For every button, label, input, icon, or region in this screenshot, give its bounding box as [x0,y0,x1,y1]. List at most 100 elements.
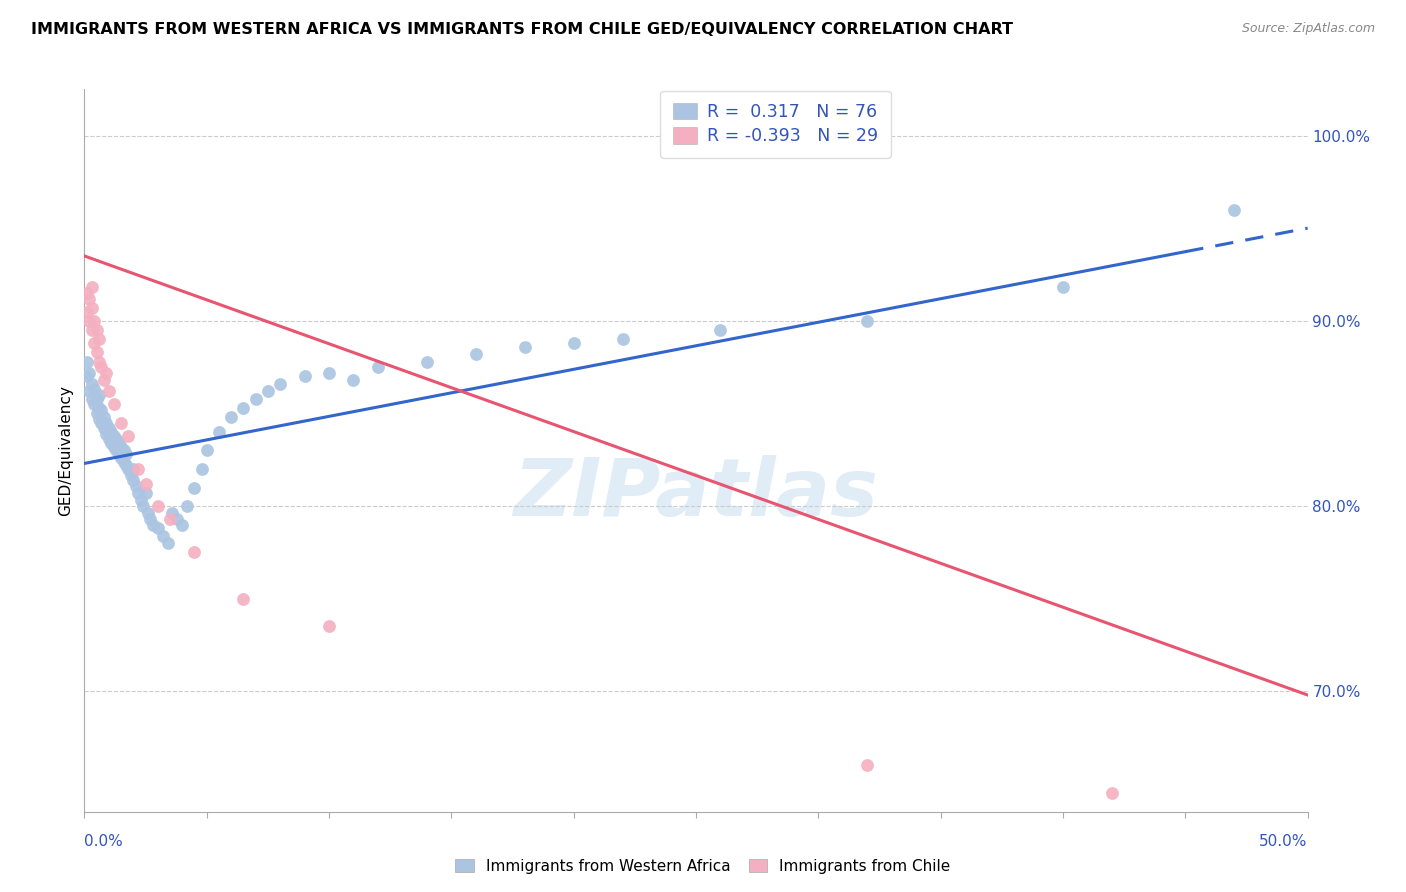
Point [139,512,162,526]
Point [176,499,198,513]
Point [146,499,169,513]
Point [93,373,115,387]
Point [1052,280,1074,294]
Point [129,493,152,508]
Point [90,360,112,375]
Point [195,443,218,458]
Point [87,412,110,426]
Point [76,285,98,300]
Point [115,458,138,473]
Point [135,486,157,500]
Point [464,347,486,361]
Point [77,292,100,306]
Point [709,323,731,337]
Point [152,529,174,543]
Point [191,462,214,476]
Point [103,440,125,454]
Point [159,512,181,526]
Point [856,758,879,772]
Point [90,416,112,430]
Point [76,354,98,368]
Point [103,428,125,442]
Point [110,450,132,465]
Point [103,397,125,411]
Point [318,366,340,380]
Point [513,340,536,354]
Point [416,354,439,368]
Point [87,401,110,415]
Point [269,376,291,391]
Point [93,410,115,425]
Text: 50.0%: 50.0% [1260,834,1308,849]
Point [87,354,110,368]
Point [612,332,634,346]
Point [127,486,149,500]
Point [77,314,100,328]
Point [105,433,128,447]
Text: ZIPatlas: ZIPatlas [513,455,879,533]
Point [110,440,132,454]
Point [232,401,254,415]
Point [90,402,112,417]
Point [80,376,103,391]
Point [96,426,118,441]
Point [96,416,118,430]
Point [86,323,108,337]
Text: IMMIGRANTS FROM WESTERN AFRICA VS IMMIGRANTS FROM CHILE GED/EQUIVALENCY CORRELAT: IMMIGRANTS FROM WESTERN AFRICA VS IMMIGR… [31,22,1012,37]
Point [80,301,103,315]
Point [183,481,205,495]
Text: Source: ZipAtlas.com: Source: ZipAtlas.com [1241,22,1375,36]
Point [83,336,105,351]
Point [115,447,138,461]
Point [112,443,135,458]
Point [294,369,316,384]
Point [110,416,132,430]
Legend: Immigrants from Western Africa, Immigrants from Chile: Immigrants from Western Africa, Immigran… [450,853,956,880]
Point [318,619,340,633]
Point [86,392,108,406]
Point [183,545,205,559]
Point [97,421,120,435]
Point [208,425,231,439]
Point [172,517,194,532]
Point [107,436,129,450]
Point [245,392,267,406]
Point [100,425,122,439]
Point [120,467,142,482]
Point [135,476,157,491]
Point [142,517,165,532]
Point [97,384,120,399]
Point [257,384,280,399]
Point [105,443,128,458]
Point [117,428,139,442]
Point [127,462,149,476]
Point [77,366,100,380]
Point [80,323,103,337]
Point [122,462,145,476]
Point [146,521,169,535]
Point [76,369,98,384]
Point [83,382,105,396]
Point [77,384,100,399]
Point [162,507,184,521]
Point [117,462,139,476]
Point [107,447,129,461]
Point [136,507,159,521]
Point [76,304,98,318]
Point [166,512,188,526]
Point [342,373,364,387]
Point [97,433,120,447]
Point [219,410,242,425]
Y-axis label: GED/Equivalency: GED/Equivalency [58,385,73,516]
Point [80,392,103,406]
Point [1223,202,1246,217]
Point [232,591,254,606]
Point [83,314,105,328]
Point [80,280,103,294]
Point [83,397,105,411]
Point [87,332,110,346]
Point [87,388,110,402]
Point [562,336,585,351]
Point [125,478,148,492]
Point [93,421,115,435]
